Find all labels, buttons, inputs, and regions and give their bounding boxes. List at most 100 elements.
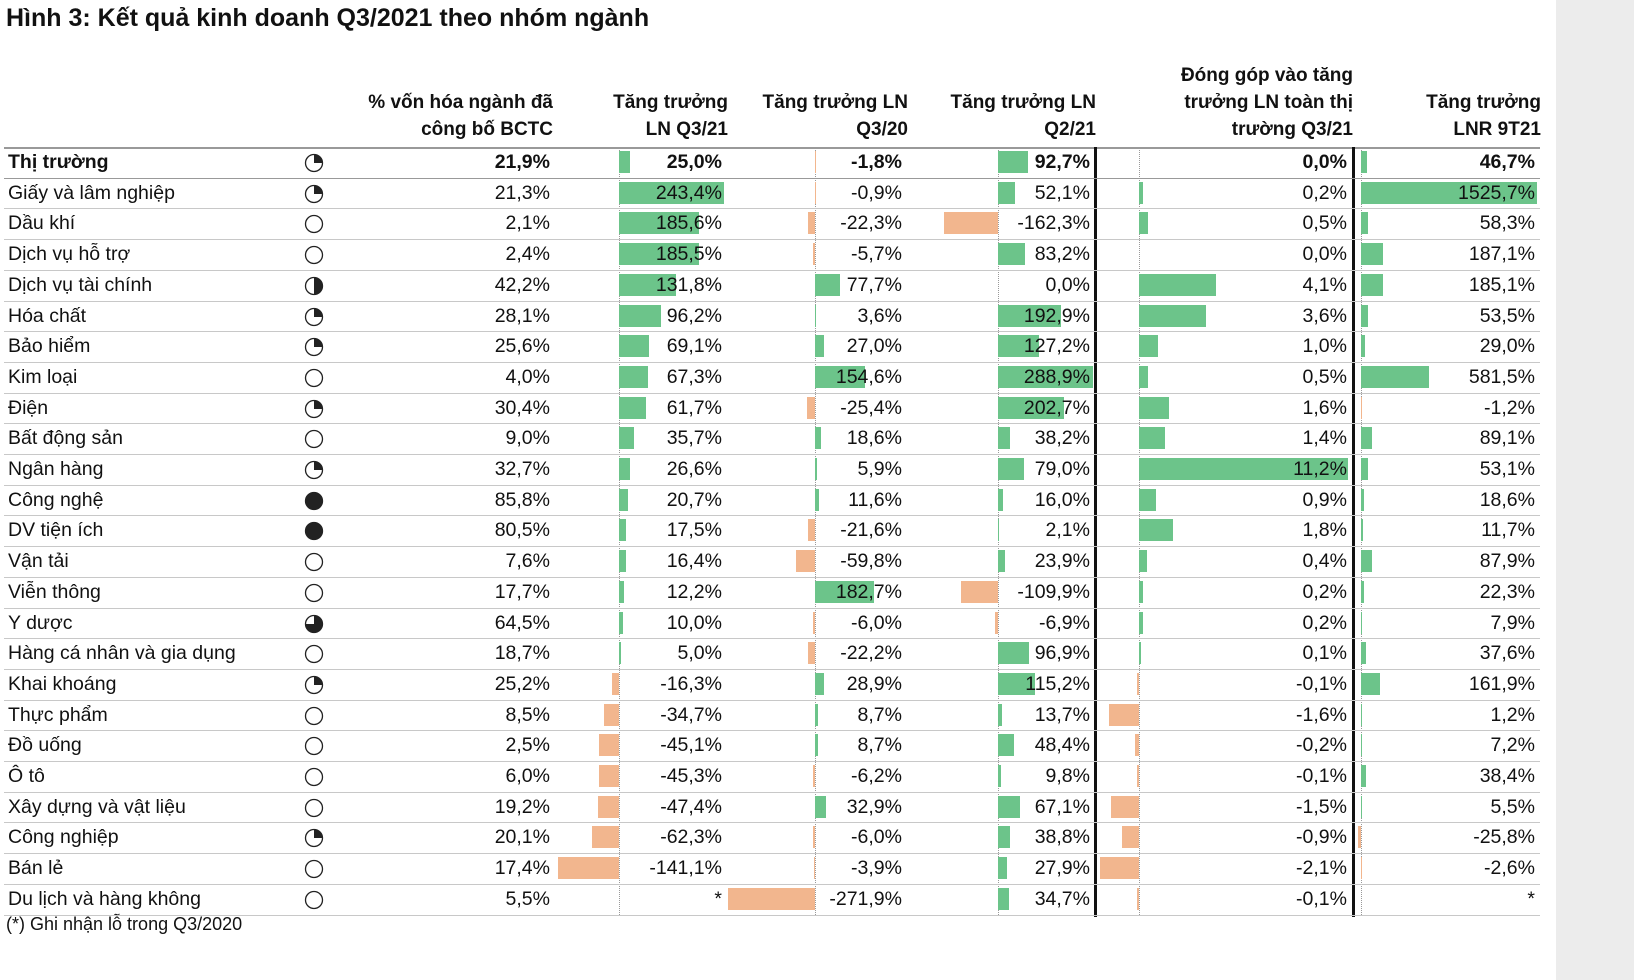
- row-label: Dầu khí: [8, 212, 76, 235]
- cell-value: -271,9%: [829, 887, 902, 910]
- data-bar: [815, 273, 841, 296]
- cell-value: *: [714, 887, 722, 910]
- cell-value: 127,2%: [1023, 335, 1090, 358]
- cell-value: -62,3%: [660, 826, 722, 849]
- row-label: Bảo hiểm: [8, 335, 91, 358]
- cell-value: 5,9%: [857, 458, 902, 480]
- cell-value: 18,6%: [1479, 488, 1535, 511]
- cell-value: 42,2%: [494, 273, 550, 296]
- cell-value: 21,3%: [494, 181, 550, 204]
- data-bar: [599, 734, 619, 757]
- row-line: [4, 730, 1540, 732]
- data-bar: [1139, 519, 1173, 542]
- cell-value: 7,9%: [1490, 611, 1535, 634]
- cell-value: 79,0%: [1034, 458, 1090, 480]
- data-bar: [997, 304, 1062, 327]
- cell-value: 28,9%: [846, 672, 902, 695]
- cell-value: -141,1%: [649, 857, 722, 880]
- cell-value: -6,0%: [851, 611, 902, 634]
- cell-value: 77,7%: [846, 273, 902, 296]
- cell-value: 288,9%: [1023, 365, 1090, 388]
- cell-value: 1,4%: [1302, 427, 1347, 450]
- cell-value: 48,4%: [1034, 734, 1090, 757]
- cell-value: 69,1%: [666, 335, 722, 358]
- column-header: LNR 9T21: [1453, 119, 1541, 140]
- cell-value: 0,2%: [1302, 611, 1347, 634]
- coverage-ball: [304, 829, 324, 848]
- cell-value: 30,4%: [494, 396, 550, 419]
- cell-value: 131,8%: [655, 273, 722, 296]
- data-bar: [1361, 458, 1368, 480]
- data-bar: [618, 458, 631, 480]
- column-header: Q2/21: [1044, 119, 1096, 140]
- cell-value: 5,5%: [1490, 795, 1535, 818]
- data-bar: [1361, 519, 1363, 542]
- data-bar: [997, 765, 1001, 787]
- cell-value: 7,6%: [505, 550, 550, 573]
- data-bar: [808, 642, 816, 665]
- coverage-ball: [304, 460, 324, 480]
- cell-value: 2,1%: [1045, 519, 1090, 542]
- table: % vốn hóa ngành đã công bố BCTC Tăng trưởn…: [4, 65, 1541, 917]
- row-line: [4, 177, 1540, 179]
- data-bar: [997, 857, 1007, 880]
- data-bar: [618, 212, 700, 235]
- cell-value: -22,2%: [840, 642, 902, 665]
- cell-value: 8,5%: [505, 703, 550, 726]
- column-header: Tăng trưởng: [613, 92, 728, 113]
- row-line: [4, 761, 1540, 762]
- cell-value: 13,7%: [1034, 703, 1090, 726]
- coverage-ball: [304, 645, 324, 664]
- column-header: Tăng trưởng: [1426, 92, 1541, 113]
- data-bar: [815, 703, 818, 726]
- data-bar: [997, 396, 1065, 419]
- cell-value: 0,9%: [1302, 488, 1347, 511]
- data-bar: [808, 212, 816, 235]
- cell-value: 115,2%: [1025, 672, 1090, 695]
- cell-value: 8,7%: [857, 734, 902, 757]
- data-bar: [1361, 488, 1364, 511]
- data-bar: [1139, 458, 1349, 480]
- cell-value: 20,1%: [494, 826, 550, 849]
- cell-value: 29,0%: [1479, 335, 1535, 358]
- cell-value: 192,9%: [1023, 304, 1090, 327]
- data-bar: [1139, 304, 1207, 327]
- cell-value: 0,2%: [1302, 181, 1347, 204]
- cell-value: -47,4%: [660, 795, 722, 818]
- cell-value: -59,8%: [840, 550, 902, 573]
- data-bar: [1139, 181, 1143, 204]
- cell-value: 7,2%: [1490, 734, 1535, 757]
- row-line: [4, 822, 1540, 824]
- cell-value: 16,0%: [1034, 488, 1090, 511]
- side-panel: [1556, 0, 1634, 980]
- coverage-ball: [304, 184, 324, 203]
- row-line: [4, 668, 1540, 670]
- data-bar: [618, 181, 725, 204]
- data-bar: [1358, 826, 1362, 849]
- data-bar: [1361, 335, 1365, 358]
- row-label: Điện: [8, 396, 49, 419]
- cell-value: 185,1%: [1468, 273, 1535, 296]
- data-bar: [1139, 611, 1143, 634]
- cell-value: 1,6%: [1302, 396, 1347, 419]
- cell-value: -109,9%: [1017, 580, 1090, 603]
- column-header: Tăng trưởng LN: [762, 92, 908, 113]
- coverage-ball: [304, 399, 324, 418]
- data-bar: [1361, 672, 1381, 695]
- coverage-ball: [304, 215, 324, 234]
- data-bar: [1139, 488, 1156, 511]
- cell-value: 11,2%: [1293, 458, 1347, 480]
- data-bar: [1139, 365, 1149, 388]
- cell-value: 2,4%: [505, 243, 550, 266]
- cell-value: 21,9%: [494, 151, 550, 173]
- cell-value: 61,7%: [666, 396, 722, 419]
- data-bar: [1361, 765, 1366, 787]
- row-line: [4, 791, 1540, 793]
- data-bar: [1361, 181, 1538, 204]
- row-line: [4, 300, 1540, 302]
- cell-value: -0,1%: [1296, 765, 1347, 787]
- cell-value: -6,9%: [1039, 611, 1090, 634]
- coverage-ball: [304, 522, 324, 541]
- data-bar: [815, 335, 824, 358]
